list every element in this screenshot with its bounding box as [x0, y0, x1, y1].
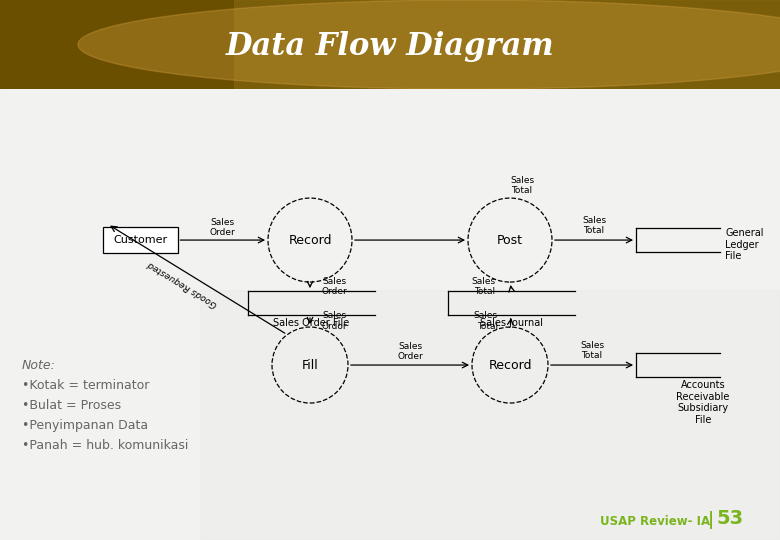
Bar: [234, 0, 780, 89]
Text: Sales Journal: Sales Journal: [480, 318, 543, 328]
Text: Sales
Order: Sales Order: [322, 277, 348, 296]
Text: Fill: Fill: [302, 359, 318, 372]
Text: |: |: [708, 511, 714, 529]
Bar: [200, 290, 780, 540]
Bar: [234, 0, 780, 89]
Bar: [234, 0, 780, 89]
Text: Sales
Total: Sales Total: [580, 341, 604, 360]
Text: •Penyimpanan Data: •Penyimpanan Data: [22, 418, 148, 431]
Bar: [234, 0, 780, 89]
Bar: [234, 0, 780, 89]
Text: Sales
Total: Sales Total: [582, 215, 606, 235]
Text: Sales Order File: Sales Order File: [273, 318, 349, 328]
Circle shape: [78, 0, 780, 89]
Text: General
Ledger
File: General Ledger File: [725, 228, 764, 261]
Text: Data Flow Diagram: Data Flow Diagram: [225, 31, 555, 62]
Text: Record: Record: [289, 234, 332, 247]
Text: Accounts
Receivable
Subsidiary
File: Accounts Receivable Subsidiary File: [676, 380, 729, 425]
Text: Note:: Note:: [22, 359, 56, 372]
Bar: [234, 0, 780, 89]
Text: Sales
Order: Sales Order: [397, 342, 423, 361]
Text: •Bulat = Proses: •Bulat = Proses: [22, 399, 121, 411]
Bar: [234, 0, 780, 89]
Text: Customer: Customer: [113, 235, 167, 245]
Bar: [234, 0, 780, 89]
Text: Sales
Ordor: Sales Ordor: [322, 312, 348, 330]
Text: 53: 53: [716, 509, 743, 528]
Bar: [234, 0, 780, 89]
Text: Sales
Total: Sales Total: [471, 277, 495, 296]
Bar: [234, 0, 780, 89]
Bar: [234, 0, 780, 89]
Text: Post: Post: [497, 234, 523, 247]
Text: Goods Requested: Goods Requested: [146, 260, 218, 309]
Bar: [234, 0, 780, 89]
Text: Record: Record: [488, 359, 532, 372]
Bar: [234, 0, 780, 89]
Text: USAP Review- IA: USAP Review- IA: [600, 515, 710, 528]
Text: •Panah = hub. komunikasi: •Panah = hub. komunikasi: [22, 438, 189, 451]
Text: •Kotak = terminator: •Kotak = terminator: [22, 379, 150, 392]
Bar: [234, 0, 780, 89]
Bar: [234, 0, 780, 89]
Text: Sales
Order: Sales Order: [210, 218, 236, 237]
Bar: [234, 0, 780, 89]
Bar: [234, 0, 780, 89]
Bar: [234, 0, 780, 89]
Text: Sales
Total: Sales Total: [474, 312, 498, 330]
Text: Sales
Total: Sales Total: [510, 176, 534, 195]
FancyBboxPatch shape: [102, 227, 178, 253]
Bar: [234, 0, 780, 89]
Bar: [234, 0, 780, 89]
